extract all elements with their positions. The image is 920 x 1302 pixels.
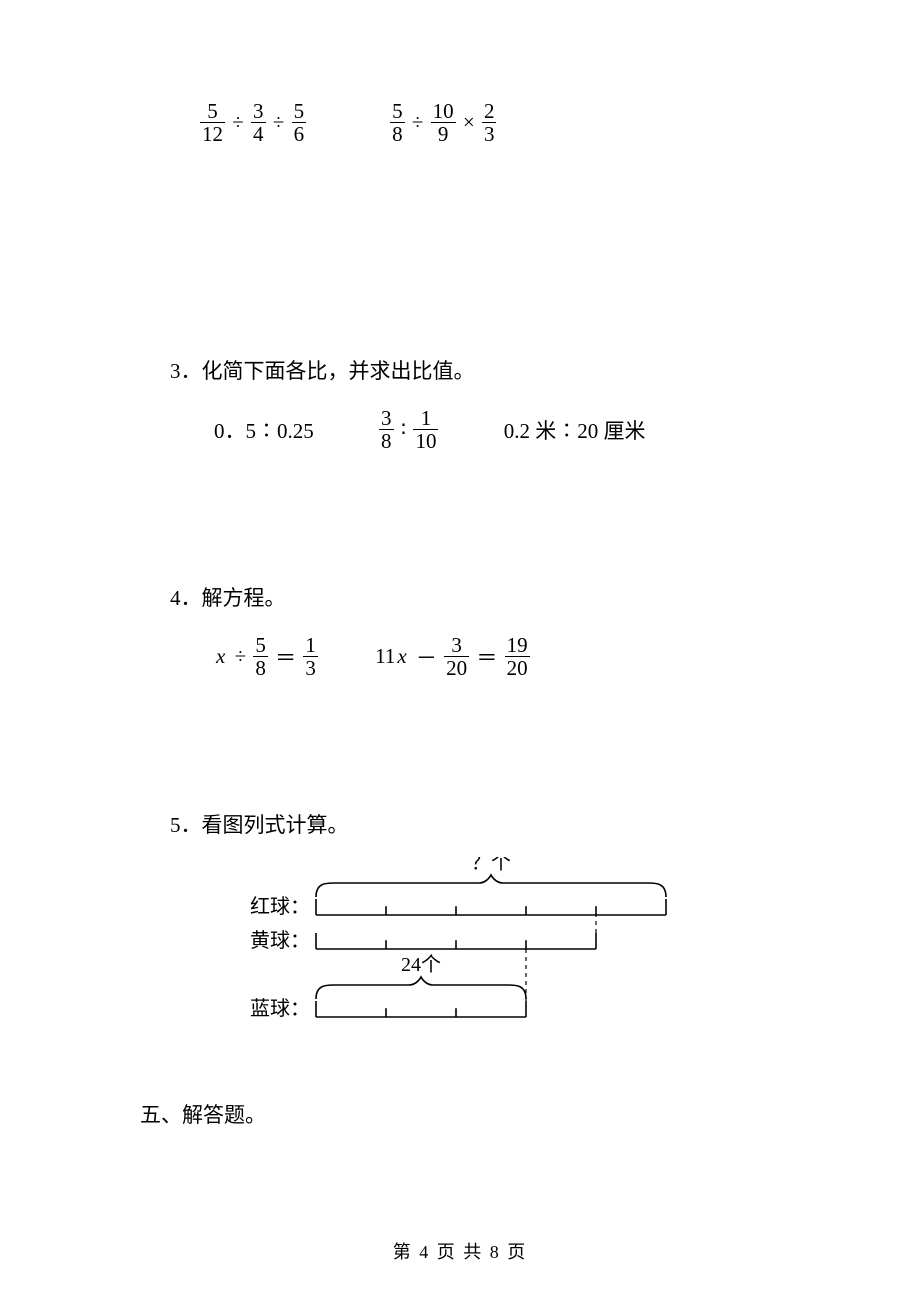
footer-prefix: 第 (393, 1242, 420, 1262)
q3-items: 0．5∶0.25 38 ∶ 110 0.2 米∶20 厘米 (214, 407, 780, 452)
fraction: 56 (292, 100, 307, 145)
fraction: 110 (413, 407, 438, 452)
ratio-colon: ∶ (399, 417, 408, 442)
fraction: 320 (444, 634, 469, 679)
variable-x: x (214, 644, 227, 669)
svg-text:？个: ？个 (471, 857, 511, 874)
denominator: 8 (253, 657, 268, 679)
numerator: 3 (379, 407, 394, 430)
fraction: 23 (482, 100, 497, 145)
denominator: 8 (390, 123, 405, 145)
denominator: 3 (303, 657, 318, 679)
q3-heading: 3．化简下面各比，并求出比值。 (170, 355, 780, 385)
q3-item-a: 0．5∶0.25 (214, 415, 314, 445)
numerator: 5 (200, 100, 225, 123)
q3-item-b: 38 ∶ 110 (379, 407, 438, 452)
coefficient: 11 (373, 644, 397, 669)
denominator: 8 (379, 430, 394, 452)
footer-suffix: 页 (501, 1242, 528, 1262)
operator-equals: ＝ (273, 642, 298, 672)
svg-text:蓝球：: 蓝球： (250, 997, 310, 1020)
page-footer: 第 4 页 共 8 页 (0, 1238, 920, 1264)
variable-x: x (397, 644, 408, 669)
fraction: 512 (200, 100, 225, 145)
q5-heading: 5．看图列式计算。 (170, 809, 780, 839)
numerator: 1 (303, 634, 318, 657)
denominator: 20 (444, 657, 469, 679)
page: 512 ÷ 34 ÷ 56 58 ÷ 109 × 23 3．化简下面各比，并求出… (0, 0, 920, 1302)
denominator: 9 (431, 123, 456, 145)
q4-eq1: x ÷ 58 ＝ 13 (214, 634, 318, 679)
numerator: 5 (253, 634, 268, 657)
denominator: 20 (505, 657, 530, 679)
numerator: 10 (431, 100, 456, 123)
denominator: 10 (413, 430, 438, 452)
operator-equals: ＝ (474, 642, 499, 672)
denominator: 3 (482, 123, 497, 145)
footer-mid: 页 共 (430, 1242, 490, 1262)
operator-times: × (461, 110, 477, 135)
fraction: 13 (303, 634, 318, 679)
footer-page-number: 4 (419, 1242, 430, 1262)
q5-diagram-svg: 红球： ？个黄球： 蓝球： 24个 (240, 857, 686, 1029)
numerator: 3 (251, 100, 266, 123)
numerator: 2 (482, 100, 497, 123)
denominator: 6 (292, 123, 307, 145)
operator-divide: ÷ (410, 110, 426, 135)
numerator: 1 (413, 407, 438, 430)
top-expression-row: 512 ÷ 34 ÷ 56 58 ÷ 109 × 23 (200, 100, 780, 145)
svg-text:红球：: 红球： (250, 895, 310, 918)
denominator: 12 (200, 123, 225, 145)
fraction: 109 (431, 100, 456, 145)
expression-1: 512 ÷ 34 ÷ 56 (200, 100, 306, 145)
expression-2: 58 ÷ 109 × 23 (390, 100, 496, 145)
footer-total-pages: 8 (490, 1242, 501, 1262)
fraction: 34 (251, 100, 266, 145)
svg-text:24个: 24个 (401, 953, 441, 976)
numerator: 5 (390, 100, 405, 123)
fraction: 58 (390, 100, 405, 145)
q4-heading: 4．解方程。 (170, 582, 780, 612)
fraction: 38 (379, 407, 394, 452)
q5-diagram: 红球： ？个黄球： 蓝球： 24个 (240, 857, 780, 1029)
fraction: 1920 (505, 634, 530, 679)
q4-eq2: 11x － 320 ＝ 1920 (373, 634, 530, 679)
operator-divide: ÷ (271, 110, 287, 135)
svg-text:黄球：: 黄球： (250, 929, 310, 952)
denominator: 4 (251, 123, 266, 145)
operator-divide: ÷ (233, 644, 249, 669)
operator-divide: ÷ (230, 110, 246, 135)
q4-items: x ÷ 58 ＝ 13 11x － 320 ＝ 1920 (214, 634, 780, 679)
q3-item-c: 0.2 米∶20 厘米 (504, 415, 646, 445)
fraction: 58 (253, 634, 268, 679)
operator-minus: － (414, 642, 439, 672)
numerator: 5 (292, 100, 307, 123)
section-five-heading: 五、解答题。 (140, 1099, 780, 1129)
numerator: 3 (444, 634, 469, 657)
numerator: 19 (505, 634, 530, 657)
